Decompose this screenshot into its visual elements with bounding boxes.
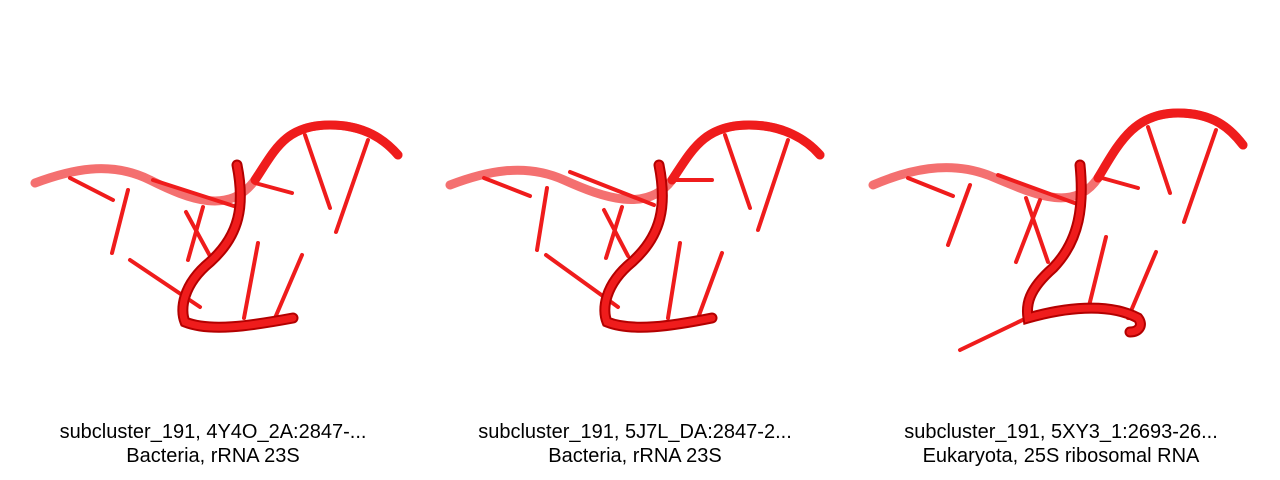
panel-caption-1: subcluster_191, 4Y4O_2A:2847-... Bacteri… — [0, 420, 426, 468]
caption-line-1: subcluster_191, 4Y4O_2A:2847-... — [59, 421, 367, 443]
structure-panel-2: subcluster_191, 5J7L_DA:2847-2... Bacter… — [422, 0, 848, 480]
caption-line-2: Bacteria, rRNA 23S — [126, 445, 300, 467]
caption-line-1: subcluster_191, 5XY3_1:2693-26... — [904, 421, 1218, 443]
caption-line-2: Bacteria, rRNA 23S — [548, 445, 722, 467]
caption-line-2: Eukaryota, 25S ribosomal RNA — [922, 445, 1200, 467]
rna-backbone-lower — [177, 159, 299, 333]
base-sticks — [482, 133, 790, 320]
rna-backbone-upper — [30, 120, 403, 206]
base-sticks — [68, 133, 370, 320]
rna-structure-image-1 — [30, 120, 403, 333]
panel-caption-3: subcluster_191, 5XY3_1:2693-26... Eukary… — [848, 420, 1274, 468]
base-sticks — [906, 125, 1218, 352]
rna-backbone-upper — [445, 120, 825, 205]
rna-backbone-upper — [868, 108, 1248, 203]
rna-structure-image-2 — [445, 120, 825, 333]
rna-backbone-lower — [599, 159, 718, 333]
rna-structure-image-3 — [868, 108, 1248, 352]
structure-panel-3: subcluster_191, 5XY3_1:2693-26... Eukary… — [848, 0, 1274, 480]
panel-caption-2: subcluster_191, 5J7L_DA:2847-2... Bacter… — [422, 420, 848, 468]
structure-panel-1: subcluster_191, 4Y4O_2A:2847-... Bacteri… — [0, 0, 426, 480]
caption-line-1: subcluster_191, 5J7L_DA:2847-2... — [478, 421, 792, 443]
rna-backbone-lower — [1021, 159, 1146, 338]
